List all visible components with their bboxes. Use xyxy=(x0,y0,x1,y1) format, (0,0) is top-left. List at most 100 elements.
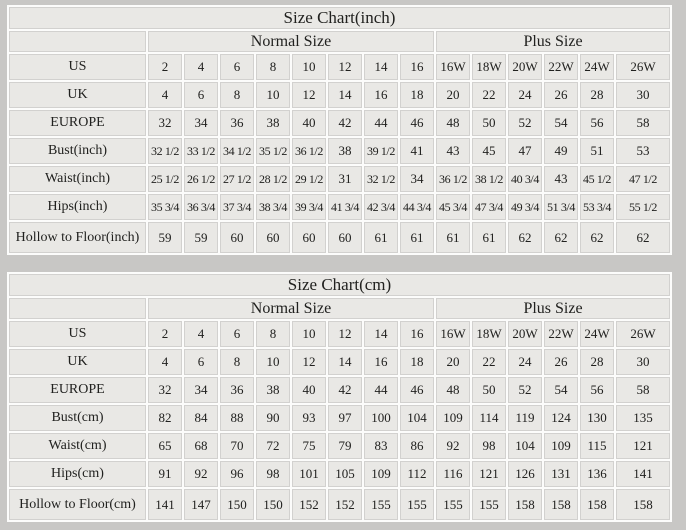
size-value-cell: 121 xyxy=(472,461,506,487)
size-value-cell: 60 xyxy=(220,222,254,253)
row-label: Hollow to Floor(cm) xyxy=(9,489,146,520)
size-value-cell: 16 xyxy=(364,349,398,375)
size-value-cell: 60 xyxy=(328,222,362,253)
size-value-cell: 152 xyxy=(292,489,326,520)
table-row: EUROPE 32 34 36 38 40 42 44 46 48 50 52 54 56 58 xyxy=(9,377,670,403)
size-value-cell: 141 xyxy=(148,489,182,520)
table-title-row: Size Chart(cm) xyxy=(9,274,670,296)
size-value-cell: 22W xyxy=(544,321,578,347)
size-value-cell: 54 xyxy=(544,377,578,403)
size-value-cell: 104 xyxy=(508,433,542,459)
row-label: EUROPE xyxy=(9,110,146,136)
size-value-cell: 22W xyxy=(544,54,578,80)
row-label: Waist(cm) xyxy=(9,433,146,459)
table-row: Bust(inch) 32 1/2 33 1/2 34 1/2 35 1/2 36 1/2… xyxy=(9,138,670,164)
size-value-cell: 31 xyxy=(328,166,362,192)
size-value-cell: 49 xyxy=(544,138,578,164)
size-value-cell: 91 xyxy=(148,461,182,487)
size-value-cell: 14 xyxy=(328,349,362,375)
size-value-cell: 100 xyxy=(364,405,398,431)
size-value-cell: 32 xyxy=(148,377,182,403)
row-label: US xyxy=(9,321,146,347)
row-label: Hips(inch) xyxy=(9,194,146,220)
row-label: EUROPE xyxy=(9,377,146,403)
size-value-cell: 92 xyxy=(436,433,470,459)
size-value-cell: 158 xyxy=(580,489,614,520)
row-label: Hollow to Floor(inch) xyxy=(9,222,146,253)
row-label: Bust(cm) xyxy=(9,405,146,431)
size-value-cell: 114 xyxy=(472,405,506,431)
size-value-cell: 152 xyxy=(328,489,362,520)
size-value-cell: 45 3/4 xyxy=(436,194,470,220)
size-value-cell: 121 xyxy=(616,433,670,459)
table-title-row: Size Chart(inch) xyxy=(9,7,670,29)
size-chart-table: Size Chart(cm) Normal Size Plus Size US 2 4 6 8… xyxy=(7,272,672,522)
size-chart-table: Size Chart(inch) Normal Size Plus Size US 2 4… xyxy=(7,5,672,255)
corner-cell xyxy=(9,31,146,52)
table-row: UK 4 6 8 10 12 14 16 18 20 22 24 26 28 30 xyxy=(9,82,670,108)
size-value-cell: 59 xyxy=(184,222,218,253)
size-value-cell: 18 xyxy=(400,349,434,375)
size-value-cell: 105 xyxy=(328,461,362,487)
size-value-cell: 20W xyxy=(508,321,542,347)
size-value-cell: 116 xyxy=(436,461,470,487)
size-value-cell: 12 xyxy=(328,321,362,347)
size-value-cell: 22 xyxy=(472,349,506,375)
size-value-cell: 52 xyxy=(508,110,542,136)
size-value-cell: 130 xyxy=(580,405,614,431)
size-value-cell: 38 xyxy=(328,138,362,164)
size-value-cell: 84 xyxy=(184,405,218,431)
size-value-cell: 20 xyxy=(436,349,470,375)
size-value-cell: 26 xyxy=(544,349,578,375)
size-value-cell: 34 1/2 xyxy=(220,138,254,164)
size-value-cell: 6 xyxy=(184,349,218,375)
size-value-cell: 82 xyxy=(148,405,182,431)
table-title: Size Chart(inch) xyxy=(9,7,670,29)
size-value-cell: 61 xyxy=(436,222,470,253)
size-value-cell: 35 1/2 xyxy=(256,138,290,164)
size-value-cell: 79 xyxy=(328,433,362,459)
size-value-cell: 93 xyxy=(292,405,326,431)
size-value-cell: 70 xyxy=(220,433,254,459)
size-value-cell: 40 xyxy=(292,110,326,136)
table-row: EUROPE 32 34 36 38 40 42 44 46 48 50 52 54 56 58 xyxy=(9,110,670,136)
size-value-cell: 158 xyxy=(508,489,542,520)
size-value-cell: 26W xyxy=(616,54,670,80)
size-value-cell: 47 3/4 xyxy=(472,194,506,220)
size-value-cell: 28 1/2 xyxy=(256,166,290,192)
size-value-cell: 150 xyxy=(256,489,290,520)
size-value-cell: 61 xyxy=(364,222,398,253)
size-value-cell: 10 xyxy=(292,54,326,80)
size-value-cell: 4 xyxy=(184,321,218,347)
size-value-cell: 16W xyxy=(436,54,470,80)
size-value-cell: 12 xyxy=(292,349,326,375)
size-value-cell: 101 xyxy=(292,461,326,487)
group-header: Plus Size xyxy=(436,298,670,319)
size-value-cell: 46 xyxy=(400,110,434,136)
size-value-cell: 60 xyxy=(292,222,326,253)
size-value-cell: 42 xyxy=(328,110,362,136)
size-value-cell: 41 3/4 xyxy=(328,194,362,220)
size-value-cell: 27 1/2 xyxy=(220,166,254,192)
table-row: Hollow to Floor(cm) 141 147 150 150 152 152 155… xyxy=(9,489,670,520)
size-value-cell: 37 3/4 xyxy=(220,194,254,220)
size-value-cell: 43 xyxy=(436,138,470,164)
size-value-cell: 2 xyxy=(148,54,182,80)
size-value-cell: 61 xyxy=(400,222,434,253)
size-value-cell: 45 xyxy=(472,138,506,164)
row-label: US xyxy=(9,54,146,80)
size-value-cell: 44 xyxy=(364,110,398,136)
size-value-cell: 14 xyxy=(328,82,362,108)
size-value-cell: 8 xyxy=(256,54,290,80)
size-value-cell: 18W xyxy=(472,321,506,347)
size-value-cell: 98 xyxy=(256,461,290,487)
size-value-cell: 53 3/4 xyxy=(580,194,614,220)
size-value-cell: 135 xyxy=(616,405,670,431)
group-header: Normal Size xyxy=(148,31,434,52)
size-value-cell: 62 xyxy=(508,222,542,253)
size-value-cell: 58 xyxy=(616,110,670,136)
size-value-cell: 53 xyxy=(616,138,670,164)
size-value-cell: 62 xyxy=(616,222,670,253)
size-value-cell: 6 xyxy=(220,321,254,347)
size-value-cell: 109 xyxy=(364,461,398,487)
